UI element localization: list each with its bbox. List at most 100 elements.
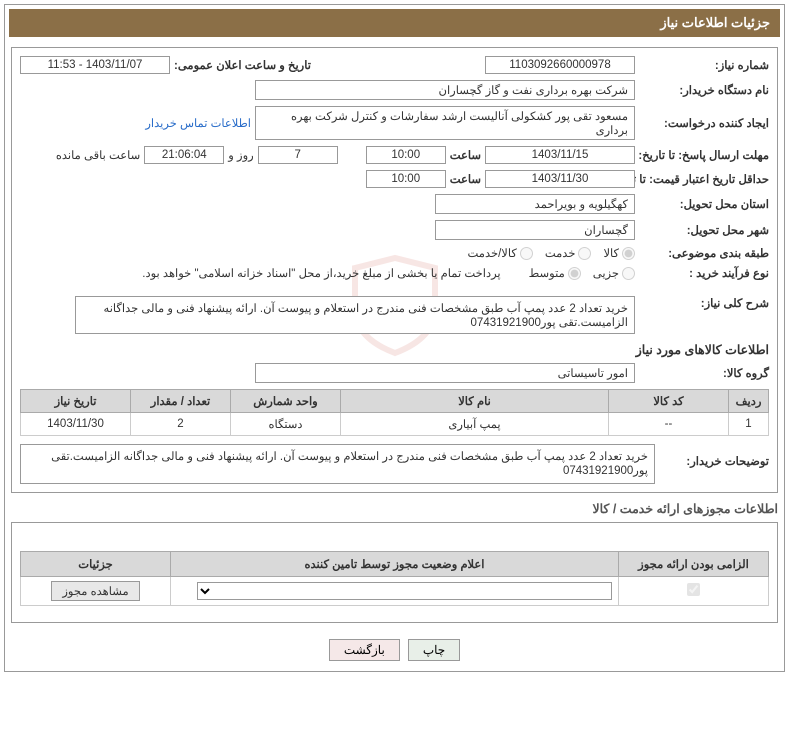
row-buyer-org: نام دستگاه خریدار: شرکت بهره برداری نفت … (20, 80, 769, 100)
proc-partial-option[interactable]: جزیی (593, 266, 635, 280)
th-radif: ردیف (729, 390, 769, 413)
deadline-date: 1403/11/15 (485, 146, 635, 164)
page-title: جزئیات اطلاعات نیاز (660, 15, 770, 30)
td-mandatory (619, 577, 769, 606)
permit-section: الزامی بودن ارائه مجوز اعلام وضعیت مجوز … (11, 522, 778, 623)
button-row: چاپ بازگشت (11, 631, 778, 665)
row-deadline: مهلت ارسال پاسخ: تا تاریخ: 1403/11/15 سا… (20, 146, 769, 164)
row-province: استان محل تحویل: کهگیلویه و بویراحمد (20, 194, 769, 214)
cat-service-label: خدمت (545, 246, 576, 260)
table-row: 1 -- پمپ آبیاری دستگاه 2 1403/11/30 (21, 413, 769, 436)
category-label: طبقه بندی موضوعی: (639, 246, 769, 260)
payment-note: پرداخت تمام یا بخشی از مبلغ خرید،از محل … (142, 266, 500, 280)
page-title-bar: جزئیات اطلاعات نیاز (9, 9, 780, 37)
permit-table: الزامی بودن ارائه مجوز اعلام وضعیت مجوز … (20, 551, 769, 606)
time-label-1: ساعت (450, 148, 481, 162)
items-table-header: ردیف کد کالا نام کالا واحد شمارش تعداد /… (21, 390, 769, 413)
th-name: نام کالا (341, 390, 609, 413)
validity-label: حداقل تاریخ اعتبار قیمت: تا تاریخ: (639, 172, 769, 186)
mandatory-checkbox (687, 583, 700, 596)
buyer-desc-label: توضیحات خریدار: (659, 444, 769, 468)
process-label: نوع فرآیند خرید : (639, 266, 769, 280)
back-button[interactable]: بازگشت (329, 639, 400, 661)
th-date: تاریخ نیاز (21, 390, 131, 413)
cat-service-option[interactable]: خدمت (545, 246, 592, 260)
goods-group-value: امور تاسیساتی (255, 363, 635, 383)
summary-text: خرید تعداد 2 عدد پمپ آب طبق مشخصات فنی م… (75, 296, 635, 334)
city-value: گچساران (435, 220, 635, 240)
row-requester: ایجاد کننده درخواست: مسعود تقی پور کشکول… (20, 106, 769, 140)
time-label-2: ساعت (450, 172, 481, 186)
proc-partial-label: جزیی (593, 266, 619, 280)
cat-goods-service-label: کالا/خدمت (468, 246, 517, 260)
view-permit-button[interactable]: مشاهده مجوز (51, 581, 139, 601)
row-summary: شرح کلی نیاز: خرید تعداد 2 عدد پمپ آب طب… (20, 296, 769, 334)
main-container: جزئیات اطلاعات نیاز AriaTender شماره نیا… (4, 4, 785, 672)
td-name: پمپ آبیاری (341, 413, 609, 436)
row-category: طبقه بندی موضوعی: کالا خدمت کالا/خدمت (20, 246, 769, 260)
row-buyer-desc: توضیحات خریدار: خرید تعداد 2 عدد پمپ آب … (20, 444, 769, 484)
proc-medium-option[interactable]: متوسط (529, 266, 581, 280)
announce-value: 1403/11/07 - 11:53 (20, 56, 170, 74)
row-validity: حداقل تاریخ اعتبار قیمت: تا تاریخ: 1403/… (20, 170, 769, 188)
category-radio-group: کالا خدمت کالا/خدمت (468, 246, 636, 260)
proc-medium-radio[interactable] (568, 267, 581, 280)
days-and-label: روز و (228, 148, 253, 162)
buyer-org-label: نام دستگاه خریدار: (639, 83, 769, 97)
th-status: اعلام وضعیت مجوز توسط تامین کننده (171, 552, 619, 577)
row-goods-group: گروه کالا: امور تاسیساتی (20, 363, 769, 383)
cat-goods-option[interactable]: کالا (603, 246, 635, 260)
cat-service-radio[interactable] (578, 247, 591, 260)
deadline-time: 10:00 (366, 146, 446, 164)
province-value: کهگیلویه و بویراحمد (435, 194, 635, 214)
proc-medium-label: متوسط (529, 266, 565, 280)
td-qty: 2 (131, 413, 231, 436)
td-unit: دستگاه (231, 413, 341, 436)
validity-time: 10:00 (366, 170, 446, 188)
row-process: نوع فرآیند خرید : جزیی متوسط پرداخت تمام… (20, 266, 769, 280)
city-label: شهر محل تحویل: (639, 223, 769, 237)
buyer-org-value: شرکت بهره برداری نفت و گاز گچساران (255, 80, 635, 100)
cat-goods-service-option[interactable]: کالا/خدمت (468, 246, 533, 260)
row-need-no: شماره نیاز: 1103092660000978 تاریخ و ساع… (20, 56, 769, 74)
status-dropdown[interactable] (197, 582, 612, 600)
deadline-label: مهلت ارسال پاسخ: تا تاریخ: (639, 148, 769, 162)
cat-goods-service-radio[interactable] (520, 247, 533, 260)
goods-group-label: گروه کالا: (639, 366, 769, 380)
th-details: جزئیات (21, 552, 171, 577)
th-unit: واحد شمارش (231, 390, 341, 413)
content-area: AriaTender شماره نیاز: 1103092660000978 … (5, 41, 784, 671)
validity-date: 1403/11/30 (485, 170, 635, 188)
goods-info-title: اطلاعات کالاهای مورد نیاز (20, 342, 769, 357)
announce-label: تاریخ و ساعت اعلان عمومی: (174, 58, 311, 72)
days-remaining: 7 (258, 146, 338, 164)
countdown-value: 21:06:04 (144, 146, 224, 164)
need-no-value: 1103092660000978 (485, 56, 635, 74)
permit-table-header: الزامی بودن ارائه مجوز اعلام وضعیت مجوز … (21, 552, 769, 577)
td-details: مشاهده مجوز (21, 577, 171, 606)
need-no-label: شماره نیاز: (639, 58, 769, 72)
th-mandatory: الزامی بودن ارائه مجوز (619, 552, 769, 577)
permit-table-row: مشاهده مجوز (21, 577, 769, 606)
cat-goods-radio[interactable] (622, 247, 635, 260)
need-info-section: AriaTender شماره نیاز: 1103092660000978 … (11, 47, 778, 493)
remaining-label: ساعت باقی مانده (56, 148, 140, 162)
requester-value: مسعود تقی پور کشکولی آنالیست ارشد سفارشا… (255, 106, 635, 140)
cat-goods-label: کالا (603, 246, 619, 260)
process-radio-group: جزیی متوسط (529, 266, 635, 280)
td-date: 1403/11/30 (21, 413, 131, 436)
buyer-desc-text: خرید تعداد 2 عدد پمپ آب طبق مشخصات فنی م… (20, 444, 655, 484)
requester-label: ایجاد کننده درخواست: (639, 116, 769, 130)
buyer-contact-link[interactable]: اطلاعات تماس خریدار (145, 116, 251, 130)
summary-label: شرح کلی نیاز: (639, 296, 769, 310)
td-radif: 1 (729, 413, 769, 436)
proc-partial-radio[interactable] (622, 267, 635, 280)
permit-section-title: اطلاعات مجوزهای ارائه خدمت / کالا (11, 501, 778, 516)
province-label: استان محل تحویل: (639, 197, 769, 211)
items-table: ردیف کد کالا نام کالا واحد شمارش تعداد /… (20, 389, 769, 436)
td-status (171, 577, 619, 606)
print-button[interactable]: چاپ (408, 639, 460, 661)
th-code: کد کالا (609, 390, 729, 413)
th-qty: تعداد / مقدار (131, 390, 231, 413)
row-city: شهر محل تحویل: گچساران (20, 220, 769, 240)
